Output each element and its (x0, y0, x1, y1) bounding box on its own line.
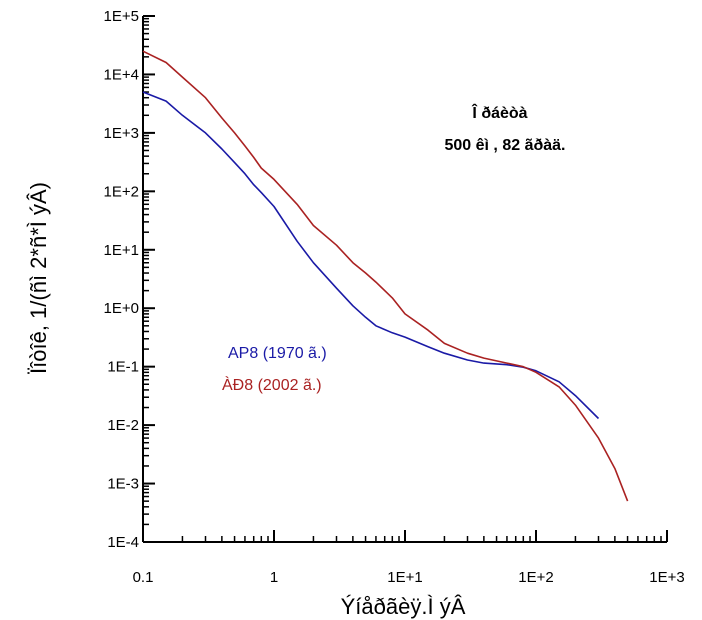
x-tick-label: 1E+3 (649, 569, 684, 586)
y-tick-label: 1E-1 (107, 359, 139, 376)
labels-layer: 1E-4 1E-3 1E-2 1E-1 1E+0 1E+1 1E+2 1E+3 1E+4 1E+5… (104, 8, 685, 586)
x-tick-label: 0.1 (133, 569, 154, 586)
legend-entry-ar8: ÀÐ8 (2002 ã.) (222, 375, 322, 394)
x-tick-label: 1E+2 (518, 569, 553, 586)
x-tick-label: 1E+1 (387, 569, 422, 586)
annotation-line-2: 500 êì , 82 ãðàä. (445, 137, 566, 154)
axes (142, 15, 668, 543)
x-axis-title: Ýíåðãèÿ.Ì ýÂ (341, 594, 466, 619)
y-tick-label: 1E+4 (104, 66, 139, 83)
series-line-ap8 (142, 91, 600, 420)
series-layer (142, 50, 629, 502)
y-tick-label: 1E+1 (104, 242, 139, 259)
series-line-ar8 (142, 50, 629, 502)
y-tick-label: 1E+0 (104, 300, 139, 317)
x-tick-label: 1 (270, 569, 278, 586)
y-tick-label: 1E-4 (107, 534, 139, 551)
legend-entry-ap8: AP8 (1970 ã.) (228, 345, 327, 362)
y-tick-label: 1E+2 (104, 183, 139, 200)
y-tick-label: 1E-3 (107, 476, 139, 493)
annotation-line-1: Î ðáèòà (471, 103, 527, 122)
y-tick-label: 1E+3 (104, 125, 139, 142)
y-axis-title: Ïîòîê, 1/(ñì 2*ñ*Ì ýÂ) (26, 182, 51, 374)
y-tick-label: 1E-2 (107, 417, 139, 434)
y-tick-label: 1E+5 (104, 8, 139, 25)
